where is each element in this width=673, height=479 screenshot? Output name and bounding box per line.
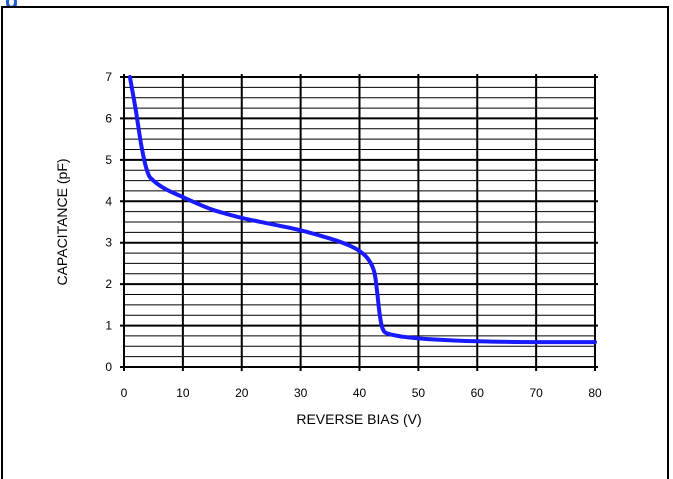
y-tick-label: 1: [105, 319, 112, 333]
y-tick-label: 3: [105, 236, 112, 250]
capacitance-curve: [127, 75, 597, 345]
y-tick-label: 2: [105, 277, 112, 291]
cropped-heading-fragment: g: [5, 0, 18, 6]
x-tick-label: 30: [294, 386, 308, 400]
curve-layer: [127, 75, 597, 345]
x-axis-title: REVERSE BIAS (V): [296, 411, 421, 427]
grid-layer: [120, 74, 598, 371]
frame-border-right: [667, 6, 669, 479]
x-tick-label: 50: [412, 386, 426, 400]
x-tick-label: 60: [471, 386, 485, 400]
frame-border-left: [1, 6, 3, 479]
x-tick-label: 20: [235, 386, 249, 400]
y-tick-label: 7: [105, 70, 112, 84]
y-tick-label: 6: [105, 111, 112, 125]
x-tick-label: 70: [529, 386, 543, 400]
x-tick-label: 80: [588, 386, 602, 400]
frame-border-top: [1, 6, 669, 8]
y-tick-label: 5: [105, 153, 112, 167]
x-tick-label: 10: [176, 386, 190, 400]
cropped-heading-text: g: [5, 0, 18, 6]
y-axis-title: CAPACITANCE (pF): [54, 158, 70, 285]
x-tick-label: 40: [353, 386, 367, 400]
y-tick-label: 0: [105, 360, 112, 374]
x-tick-label: 0: [121, 386, 128, 400]
y-tick-label: 4: [105, 194, 112, 208]
